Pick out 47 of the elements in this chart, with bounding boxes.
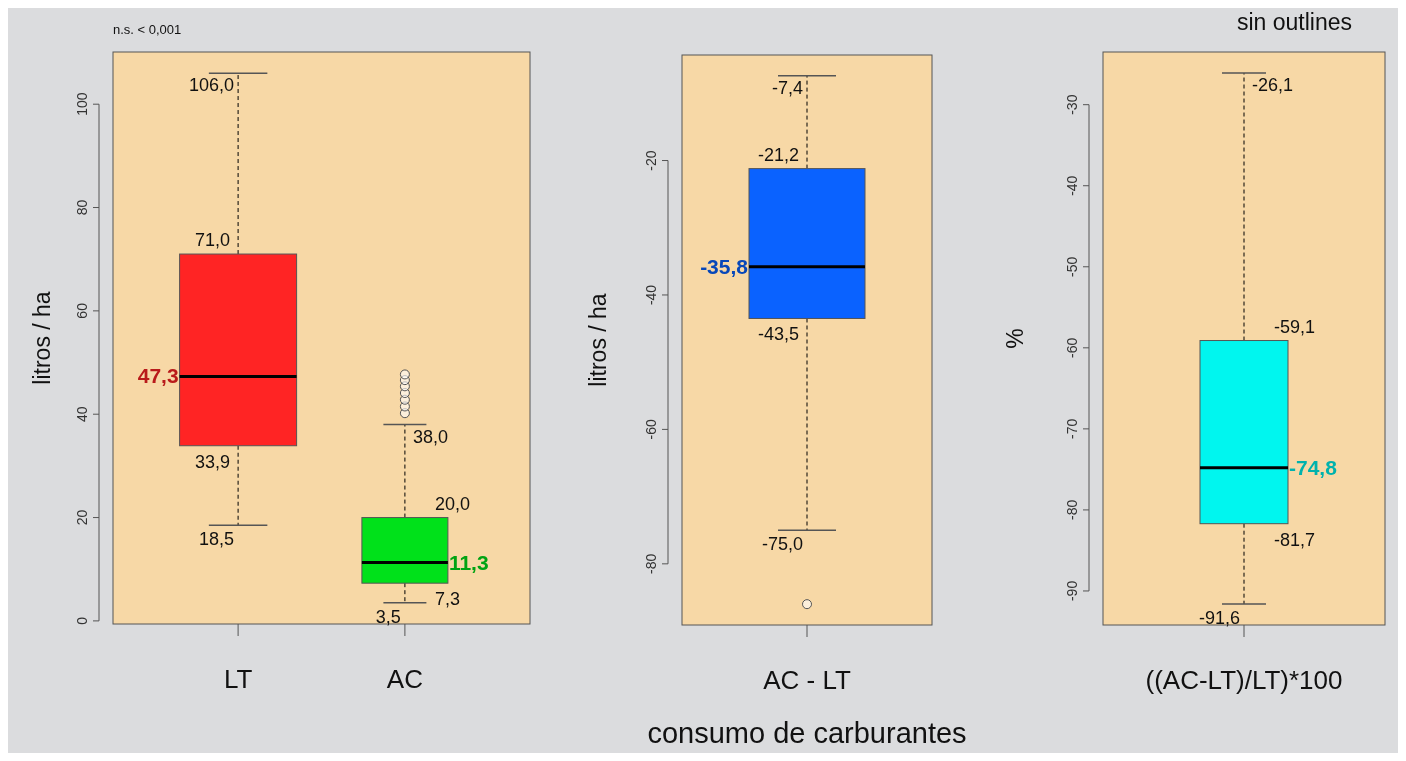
annotation: -75,0 bbox=[761, 534, 803, 555]
annotation: 20,0 bbox=[434, 493, 470, 514]
annotation: -91,6 bbox=[1198, 607, 1240, 628]
x-tick-label: LT bbox=[223, 664, 253, 694]
y-tick-label: 40 bbox=[74, 406, 90, 422]
annotation: 7,3 bbox=[434, 589, 460, 610]
y-tick-label: -80 bbox=[643, 553, 659, 574]
annotation: -43,5 bbox=[757, 324, 799, 345]
annotation: 11,3 bbox=[448, 550, 489, 574]
y-axis-title: litros / ha bbox=[29, 291, 55, 385]
y-tick-label: 20 bbox=[74, 509, 90, 526]
y-tick-label: 60 bbox=[74, 302, 90, 319]
x-tick-label: AC bbox=[386, 664, 423, 694]
y-tick-label: -60 bbox=[643, 419, 659, 440]
y-tick-label: 100 bbox=[74, 92, 90, 116]
y-tick-label: -80 bbox=[1064, 499, 1080, 521]
y-tick-label: -40 bbox=[643, 284, 659, 306]
annotation: 3,5 bbox=[375, 606, 401, 627]
y-tick-label: -40 bbox=[1064, 175, 1080, 196]
y-tick-label: 0 bbox=[74, 616, 90, 625]
y-tick-label: -70 bbox=[1064, 418, 1080, 439]
x-tick-label: ((AC-LT)/LT)*100 bbox=[1145, 665, 1343, 695]
annotation: -59,1 bbox=[1274, 316, 1316, 337]
annotation: 71,0 bbox=[195, 230, 231, 251]
annotation: -35,8 bbox=[700, 254, 749, 278]
y-axis-title: % bbox=[1002, 328, 1028, 349]
annotation: -26,1 bbox=[1252, 75, 1294, 96]
annotation: -81,7 bbox=[1274, 529, 1316, 550]
x-axis-title: consumo de carburantes bbox=[647, 717, 967, 749]
annotation: -7,4 bbox=[771, 77, 803, 98]
y-tick-label: -20 bbox=[643, 150, 659, 171]
y-tick-label: -60 bbox=[1064, 337, 1080, 358]
annotation: 38,0 bbox=[412, 426, 448, 447]
annotation: 33,9 bbox=[195, 451, 231, 472]
y-tick-label: -30 bbox=[1064, 94, 1080, 115]
y-axis-title: litros / ha bbox=[585, 293, 611, 387]
annotation: 106,0 bbox=[189, 75, 235, 96]
text: sin outlines bbox=[1236, 9, 1352, 35]
y-tick-label: -50 bbox=[1064, 256, 1080, 277]
y-tick-label: 80 bbox=[74, 199, 90, 216]
annotation: 18,5 bbox=[199, 529, 235, 550]
x-tick-label: AC - LT bbox=[763, 665, 851, 695]
annotation: 47,3 bbox=[137, 364, 179, 388]
text: n.s. < 0,001 bbox=[113, 22, 182, 37]
y-tick-label: -90 bbox=[1064, 580, 1080, 602]
annotation: -21,2 bbox=[757, 144, 799, 165]
annotation: -74,8 bbox=[1289, 455, 1338, 479]
